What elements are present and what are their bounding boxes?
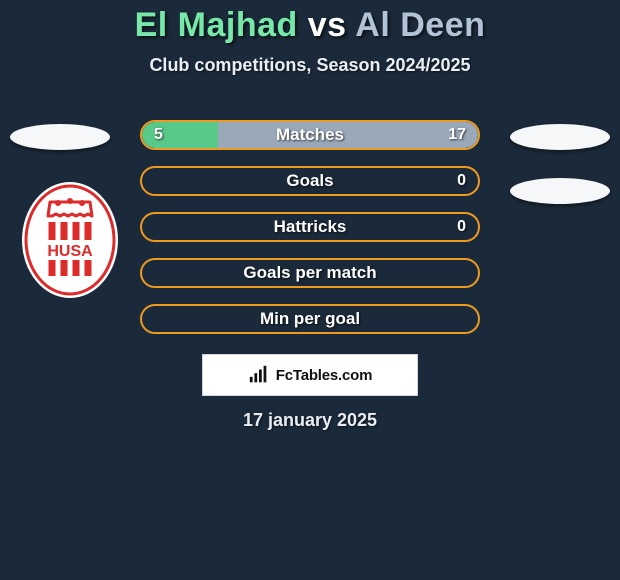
chart-icon xyxy=(248,364,270,386)
right-badge-placeholder-1 xyxy=(510,124,610,150)
snapshot-date: 17 january 2025 xyxy=(0,410,620,431)
left-badge-placeholder xyxy=(10,124,110,150)
page-title: El Majhad vs Al Deen xyxy=(0,6,620,45)
club-crest-left: HUSA xyxy=(20,180,120,300)
brand-label: FcTables.com xyxy=(276,367,373,384)
subtitle: Club competitions, Season 2024/2025 xyxy=(0,55,620,76)
stat-value-right: 0 xyxy=(457,168,466,194)
stat-label: Hattricks xyxy=(142,214,478,240)
header: El Majhad vs Al Deen Club competitions, … xyxy=(0,0,620,76)
stat-row: Hattricks0 xyxy=(140,212,480,242)
svg-text:HUSA: HUSA xyxy=(47,243,93,260)
stat-label: Goals per match xyxy=(142,260,478,286)
stat-fill-left xyxy=(142,122,218,148)
stat-value-right: 0 xyxy=(457,214,466,240)
vs-label: vs xyxy=(308,6,347,44)
stat-label: Min per goal xyxy=(142,306,478,332)
stat-fill-right xyxy=(218,122,478,148)
stat-row: Matches517 xyxy=(140,120,480,150)
player1-name: El Majhad xyxy=(135,6,298,44)
stat-row: Goals per match xyxy=(140,258,480,288)
stat-row: Goals0 xyxy=(140,166,480,196)
player2-name: Al Deen xyxy=(355,6,485,44)
stats-rows: Matches517Goals0Hattricks0Goals per matc… xyxy=(140,120,480,350)
brand-box: FcTables.com xyxy=(202,354,418,396)
stat-label: Goals xyxy=(142,168,478,194)
right-badge-placeholder-2 xyxy=(510,178,610,204)
stat-row: Min per goal xyxy=(140,304,480,334)
